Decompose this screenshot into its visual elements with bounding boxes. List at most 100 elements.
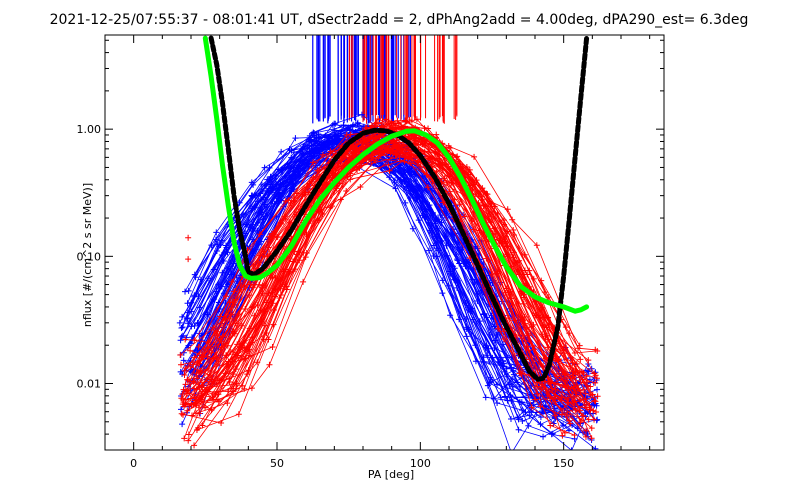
data-point [519, 407, 526, 414]
data-point [575, 345, 582, 352]
data-point [528, 404, 535, 411]
data-point [548, 431, 555, 438]
data-point [311, 152, 318, 159]
data-point [227, 265, 234, 272]
data-point [296, 158, 303, 165]
data-point [386, 174, 393, 181]
data-point [594, 386, 601, 393]
data-point [292, 266, 299, 273]
data-point [176, 319, 183, 326]
data-point [179, 391, 186, 398]
data-point [514, 414, 521, 421]
data-point [587, 392, 594, 399]
data-point [217, 313, 224, 320]
data-point [191, 293, 198, 300]
data-point [191, 442, 198, 449]
data-point [182, 288, 189, 295]
data-point [474, 298, 481, 305]
data-point [494, 400, 501, 407]
data-point [401, 167, 408, 174]
data-point [537, 403, 544, 410]
data-point [502, 393, 508, 400]
data-point [409, 225, 416, 232]
data-point [591, 416, 598, 423]
data-point [587, 406, 594, 413]
data-point [265, 336, 272, 343]
data-point [470, 226, 477, 233]
data-point [248, 192, 255, 199]
data-point [347, 176, 354, 183]
data-point [561, 429, 568, 436]
data-point [525, 422, 532, 429]
data-point [248, 179, 255, 186]
data-point [588, 435, 595, 442]
data-point [445, 143, 452, 150]
data-point [514, 379, 521, 386]
data-point [443, 179, 450, 186]
data-point [226, 315, 233, 322]
data-point [592, 445, 599, 450]
data-point [519, 417, 526, 424]
data-point [315, 130, 322, 137]
data-point [310, 159, 317, 166]
data-point [397, 165, 404, 172]
data-point [184, 407, 191, 414]
flux-trace [187, 143, 589, 425]
data-point [358, 111, 365, 118]
data-point [177, 337, 184, 344]
flux-trace [195, 129, 566, 434]
data-point [379, 162, 386, 169]
data-point [385, 161, 392, 168]
data-point [508, 450, 514, 456]
data-point [578, 368, 585, 375]
data-point [191, 271, 198, 278]
data-point [300, 278, 307, 285]
data-point [184, 388, 191, 395]
data-point [357, 183, 364, 190]
data-point [447, 171, 454, 178]
data-point [194, 375, 201, 382]
data-point [568, 447, 575, 450]
data-point [182, 336, 189, 343]
data-point [262, 196, 269, 203]
data-point [184, 314, 191, 321]
data-point [183, 315, 190, 322]
data-point [447, 312, 454, 319]
data-point [433, 245, 440, 252]
data-point [552, 386, 559, 393]
data-point [314, 167, 321, 174]
data-point [401, 158, 408, 165]
data-point [560, 422, 567, 429]
y-tick-label: 1.00 [77, 123, 102, 136]
y-tick-label: 0.01 [77, 378, 102, 391]
data-point [179, 313, 186, 320]
data-point [271, 200, 278, 207]
x-axis-label: PA [deg] [368, 468, 414, 481]
data-point [278, 148, 285, 155]
data-point [192, 410, 199, 417]
upper-spikes [312, 35, 458, 124]
data-point [177, 361, 184, 368]
data-point [210, 266, 217, 273]
data-point [266, 176, 273, 183]
data-point [571, 432, 578, 439]
data-point [213, 229, 220, 236]
data-point [491, 323, 498, 330]
data-point [223, 279, 230, 286]
data-point [594, 393, 601, 400]
data-point [266, 361, 273, 368]
data-point [456, 260, 463, 267]
data-point [486, 331, 493, 338]
data-point [439, 277, 446, 284]
data-point [306, 148, 313, 155]
data-point [292, 135, 299, 142]
data-point [354, 119, 361, 126]
flux-trace [195, 141, 598, 405]
data-point [185, 287, 192, 294]
data-point [187, 363, 194, 370]
data-point [521, 267, 528, 274]
data-point [515, 426, 522, 433]
data-point [413, 116, 420, 123]
